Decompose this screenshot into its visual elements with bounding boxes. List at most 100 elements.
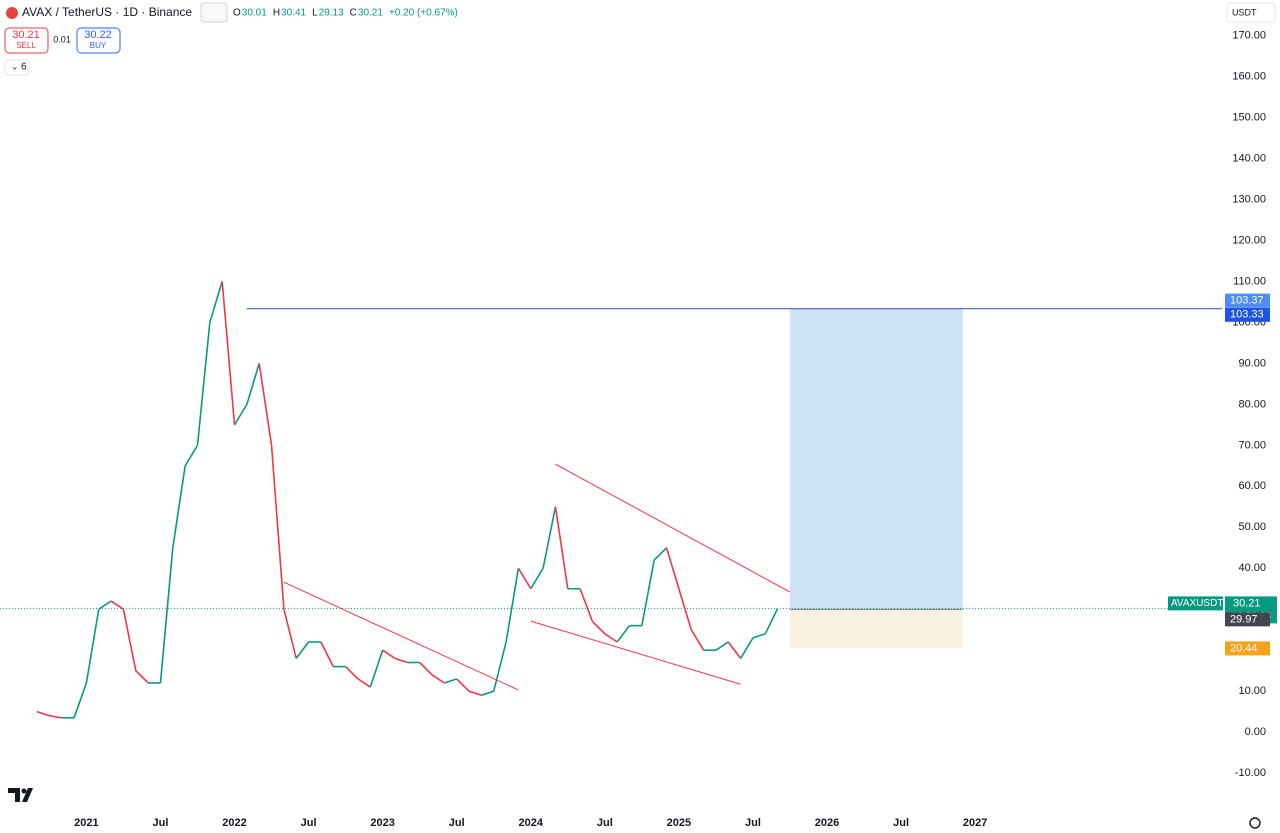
price-segment — [49, 714, 62, 719]
y-tick-label: 120.00 — [1232, 234, 1266, 246]
x-tick-label: 2026 — [815, 817, 839, 829]
buy-button[interactable] — [76, 27, 121, 54]
y-tick-label: 140.00 — [1232, 152, 1266, 164]
x-tick-label: 2022 — [222, 817, 246, 829]
ohlc-row: O 30.01 H 30.41 L 29.13 C 30.21 +0.20 (+0.67%) — [233, 8, 458, 19]
price-segment — [715, 641, 729, 651]
price-segment — [382, 649, 396, 660]
trend-line — [555, 463, 791, 593]
price-segment — [752, 633, 766, 639]
x-tick-label: Jul — [597, 817, 613, 829]
y-tick-label: 110.00 — [1233, 275, 1266, 287]
toggle-button[interactable] — [200, 2, 228, 23]
price-segment — [641, 559, 655, 626]
buy-price: 30.22 — [84, 29, 112, 41]
price-segment — [36, 710, 50, 717]
y-tick-label: 50.00 — [1238, 521, 1266, 533]
last-price: 30.21 — [1233, 597, 1261, 609]
sell-button[interactable] — [4, 27, 49, 54]
price-segment — [196, 322, 211, 446]
spread: 0.01 — [53, 34, 71, 44]
price-segment — [209, 281, 223, 323]
x-tick-label: 2021 — [74, 817, 98, 829]
price-segment — [258, 363, 273, 446]
price-segment — [653, 547, 668, 561]
y-tick-label: 10.00 — [1238, 685, 1266, 697]
y-tick-label: 70.00 — [1238, 439, 1266, 451]
currency-button[interactable] — [1226, 2, 1276, 23]
x-tick-label: 2023 — [370, 817, 394, 829]
y-tick-label: 170.00 — [1232, 30, 1266, 42]
price-segment — [542, 506, 557, 569]
price-segment — [604, 633, 618, 643]
ohlc-value: 30.01 — [242, 8, 267, 19]
price-segment — [98, 600, 112, 610]
x-tick-label: 2024 — [519, 817, 544, 829]
price-segment — [468, 690, 482, 697]
price-segment — [246, 363, 260, 405]
price-segment — [739, 637, 754, 659]
price-segment — [665, 547, 680, 589]
price-segment — [369, 649, 384, 688]
currency: USDT — [1232, 7, 1257, 17]
price-segment — [591, 620, 606, 635]
price-segment — [233, 403, 248, 426]
price-segment — [110, 600, 124, 610]
symbol-tag-bg — [1168, 596, 1223, 611]
change: +0.20 (+0.67%) — [389, 8, 458, 19]
price-segment — [579, 588, 594, 622]
price-segment — [530, 567, 544, 590]
price-segment — [444, 678, 457, 684]
y-tick-label: 80.00 — [1238, 398, 1266, 410]
price-segment — [481, 690, 494, 697]
indicators-count: 6 — [21, 62, 27, 73]
ohlc-value: 29.13 — [319, 8, 344, 19]
price-segment — [554, 506, 569, 589]
price-segment — [172, 465, 186, 548]
price-segment — [456, 678, 470, 692]
ohlc-value: 30.41 — [281, 8, 306, 19]
symbol-title: AVAX / TetherUS · 1D · Binance — [22, 5, 192, 19]
price-segment — [764, 608, 779, 635]
y-tick-label: 40.00 — [1238, 562, 1266, 574]
y-tick-label: 160.00 — [1232, 71, 1266, 83]
price-segment — [270, 445, 285, 610]
price-segment — [394, 657, 408, 664]
stop-tag: 20.44 — [1230, 642, 1258, 654]
x-tick-label: Jul — [893, 817, 909, 829]
y-tick-label: 150.00 — [1232, 111, 1266, 123]
y-tick-label: 90.00 — [1238, 357, 1266, 369]
price-segment — [431, 674, 445, 684]
price-segment — [357, 678, 371, 688]
price-segment — [419, 661, 433, 676]
target-tag: 103.37 — [1230, 295, 1264, 307]
y-tick-label: 130.00 — [1232, 193, 1266, 205]
ohlc-key: C — [350, 8, 357, 19]
price-segment — [85, 609, 100, 684]
price-segment — [505, 568, 520, 643]
entry-tag-bg — [1225, 612, 1270, 627]
price-segment — [320, 641, 334, 667]
price-segment — [690, 629, 705, 651]
x-tick-label: 2025 — [667, 817, 691, 829]
chevron: ⌄ — [11, 61, 19, 71]
price-segment — [295, 641, 310, 659]
price-segment — [678, 588, 692, 630]
trend-line — [530, 620, 741, 685]
x-tick-label: Jul — [449, 817, 465, 829]
y-tick-label: 0.00 — [1245, 726, 1266, 738]
price-segment — [135, 670, 149, 684]
indicators-toggle[interactable] — [4, 59, 30, 76]
ohlc-value: 30.21 — [358, 8, 383, 19]
sell-price: 30.21 — [12, 29, 40, 41]
price-segment — [221, 281, 236, 425]
x-tick-label: Jul — [153, 817, 169, 829]
logo — [8, 788, 33, 802]
price-segment — [283, 609, 298, 659]
sell-label: SELL — [16, 41, 36, 50]
x-tick-label: 2027 — [963, 817, 987, 829]
settings-icon[interactable] — [1249, 817, 1261, 829]
price-segment — [616, 625, 631, 643]
